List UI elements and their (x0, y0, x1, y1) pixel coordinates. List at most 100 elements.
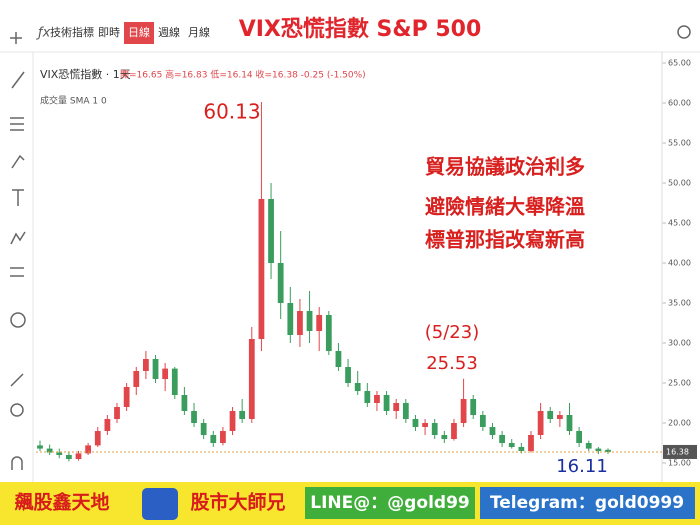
toolbar-item[interactable]: 週線 (158, 25, 180, 39)
candle-body (422, 423, 428, 427)
y-tick-label: 35.00 (668, 299, 691, 308)
active-tab[interactable] (124, 22, 154, 44)
candle-body (46, 448, 53, 453)
y-tick-label: 50.00 (668, 179, 691, 188)
last-price-label: 16.38 (666, 447, 689, 456)
candle-body (37, 445, 43, 449)
candle-body (460, 399, 467, 423)
candle-body (605, 449, 611, 452)
candle-body (297, 311, 303, 335)
y-tick-label: 55.00 (668, 139, 691, 148)
fx-icon: ƒx (35, 26, 51, 41)
line-box[interactable] (305, 487, 475, 519)
ohlc-header: 開=16.65 高=16.83 低=16.14 收=16.38 -0.25 (-… (120, 69, 366, 81)
candle-body (518, 447, 525, 451)
candle-body (162, 368, 169, 379)
candle-body (316, 315, 323, 331)
candle-body (75, 453, 82, 459)
candle-body (306, 311, 313, 331)
candle-body (345, 367, 351, 383)
candle-body (277, 263, 284, 303)
candle-body (133, 371, 140, 387)
candle-body (191, 411, 197, 423)
candle-body (85, 445, 92, 454)
candle-body (152, 359, 159, 379)
candle-body (200, 423, 207, 435)
settings-icon[interactable] (677, 25, 691, 39)
candle-body (65, 455, 72, 459)
candle-body (143, 359, 149, 371)
note-line: 標普那指改寫新高 (425, 228, 585, 252)
banner-text: 股市大師兄 (190, 491, 285, 514)
mid-label: 25.53 (426, 353, 478, 374)
candle-body (441, 435, 448, 439)
candle-body (576, 431, 583, 443)
candle-body (508, 443, 515, 447)
candle-body (354, 383, 361, 391)
last-price-tag (663, 444, 697, 459)
candle-body (181, 395, 188, 411)
candle-body (248, 339, 255, 419)
candle-body (537, 411, 544, 435)
banner: 飆股鑫天地 股市大師兄 LINE@：@gold99 Telegram：gold0… (0, 482, 700, 525)
candle-body (547, 411, 554, 419)
toolbar-item[interactable]: 日線 (128, 25, 150, 39)
candle-body (123, 387, 130, 407)
candle-body (585, 443, 592, 449)
toolbar-item[interactable]: 月線 (188, 25, 210, 39)
toolbar-item[interactable]: 技術指標 (50, 25, 94, 39)
candle-body (566, 415, 573, 431)
candle-body (56, 452, 63, 455)
candle-body (220, 431, 226, 443)
y-tick-label: 60.00 (668, 99, 691, 108)
candle-body (258, 199, 265, 339)
y-tick-label: 25.00 (668, 379, 691, 388)
candle-body (489, 427, 496, 435)
candle-body (383, 395, 390, 411)
candle-body (364, 391, 371, 403)
candle-body (556, 415, 563, 419)
candle-body (210, 435, 217, 443)
y-tick-label: 65.00 (668, 59, 691, 68)
note-line: 避險情緒大舉降溫 (425, 195, 585, 219)
candle-body (451, 423, 457, 439)
low-label: 16.11 (556, 456, 608, 477)
candle-body (268, 199, 274, 263)
date-label: (5/23) (425, 322, 479, 343)
thumb-icon (142, 488, 178, 520)
candle-body (402, 403, 409, 419)
candle-body (595, 448, 602, 451)
candle-body (325, 315, 332, 351)
y-tick-label: 40.00 (668, 259, 691, 268)
candle-body (374, 395, 380, 403)
candle-body (431, 423, 438, 435)
peak-label: 60.13 (203, 100, 260, 124)
note-line: 貿易協議政治利多 (425, 155, 585, 179)
candle-body (94, 431, 101, 446)
candle-body (287, 303, 294, 335)
candle-body (104, 419, 111, 431)
banner-text[interactable]: Telegram：gold0999 (490, 493, 684, 513)
candle-body (528, 435, 534, 451)
volume-header: 成交量 SMA 1 0 (40, 95, 107, 107)
y-tick-label: 30.00 (668, 339, 691, 348)
y-tick-label: 20.00 (668, 419, 691, 428)
chart-title: VIX恐慌指數 S&P 500 (239, 16, 482, 42)
telegram-box[interactable] (480, 487, 695, 519)
candle-body (393, 403, 400, 411)
candle-body (171, 368, 178, 395)
candle-body (335, 351, 342, 367)
candle-body (479, 415, 486, 427)
y-tick-label: 15.00 (668, 459, 691, 468)
candle-body (412, 419, 419, 427)
banner-text[interactable]: LINE@：@gold99 (310, 493, 470, 513)
symbol-header: VIX恐慌指數 · 1天 (40, 67, 131, 81)
candle-body (114, 407, 120, 419)
candle-body (239, 411, 246, 419)
toolbar-item[interactable]: 即時 (98, 26, 120, 39)
banner-text: 飆股鑫天地 (14, 491, 109, 514)
y-tick-label: 45.00 (668, 219, 691, 228)
sidebar-icons (10, 32, 26, 470)
